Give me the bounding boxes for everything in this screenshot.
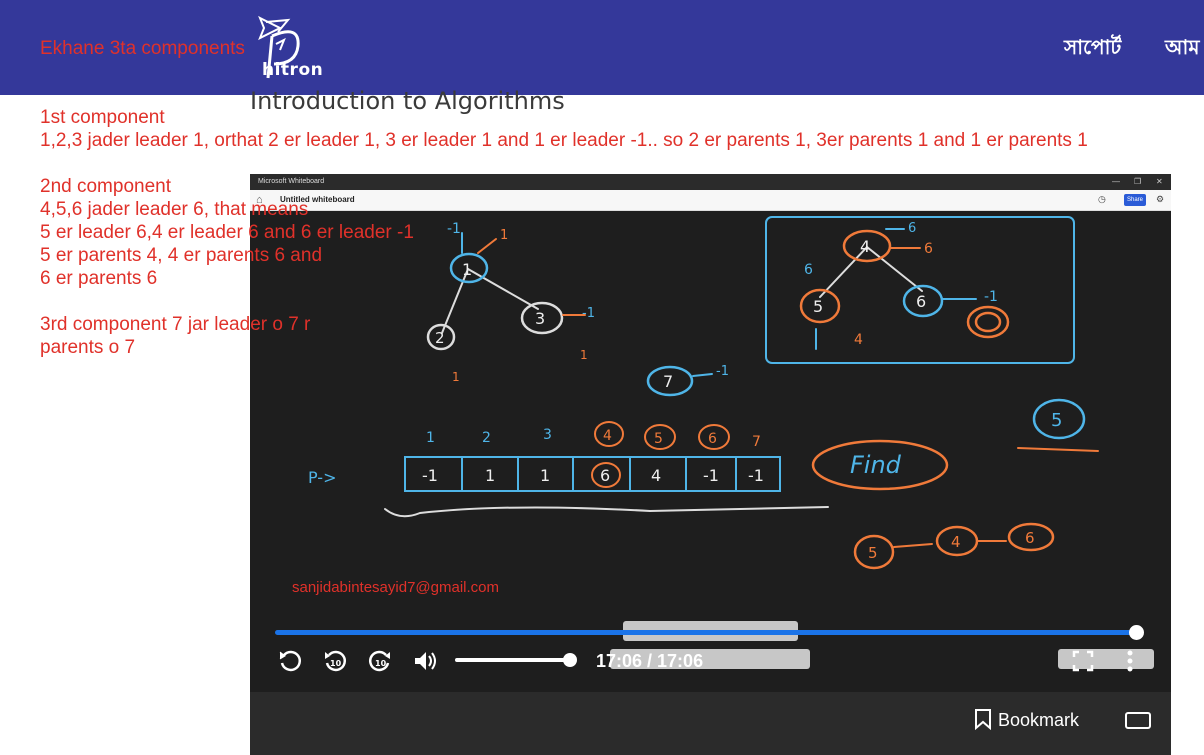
fullscreen-icon (1072, 650, 1094, 672)
note-gap (40, 290, 1190, 313)
progress-handle[interactable] (1129, 625, 1144, 640)
tree2-left-parent: 4 (854, 332, 863, 348)
whiteboard-tools-toolbar (610, 649, 810, 669)
whiteboard-toolbar: ⌂ Untitled whiteboard ◷ Share ⚙ (250, 190, 1171, 211)
note-gap (40, 152, 1190, 175)
tree2-top-label: 6 (908, 221, 916, 236)
array-value: -1 (748, 466, 764, 485)
array-value: 1 (540, 466, 550, 485)
note-title: Ekhane 3ta components (40, 38, 245, 59)
page-title: Introduction to Algorithms (250, 87, 565, 115)
home-icon: ⌂ (256, 194, 263, 206)
video-footer: Bookmark (250, 692, 1171, 755)
share-button: Share (1124, 194, 1146, 206)
tree2-right-parent: -1 (984, 289, 998, 305)
note-line: 5 er parents 4, 4 er parents 6 and (40, 245, 323, 266)
whiteboard-app-title: Microsoft Whiteboard (258, 178, 325, 185)
forward-10-icon: 10 (368, 650, 390, 672)
tree1-root-parent: -1 (447, 221, 461, 237)
array-value: 4 (651, 466, 661, 485)
more-vertical-icon (1127, 650, 1133, 672)
restore-icon: ❐ (1134, 177, 1142, 186)
replay-button[interactable] (276, 647, 306, 675)
tree1-root-label: 1 (462, 260, 472, 279)
tree2-root-parent: 6 (924, 241, 933, 257)
bookmark-icon (975, 709, 991, 731)
find-label: Find (850, 451, 902, 479)
array-value: -1 (422, 466, 438, 485)
logo-wordmark: hitron (262, 60, 324, 80)
nav-about[interactable]: আম (1165, 35, 1200, 59)
note-line: 2nd component (40, 176, 171, 197)
node5-label: 5 (1051, 410, 1062, 431)
tree1-left-parent: 1 (500, 228, 508, 243)
fullscreen-button[interactable] (1069, 647, 1099, 675)
svg-text:10: 10 (375, 659, 387, 668)
progress-bar[interactable] (275, 630, 1136, 635)
array-index: 6 (708, 431, 717, 447)
replay-icon (279, 650, 302, 672)
whiteboard-canvas: 1 2 3 -1 1 -1 1 1 4 5 6 6 (308, 216, 1099, 570)
volume-icon (415, 652, 436, 670)
tree2-right-label: 6 (916, 292, 926, 311)
timer-icon: ◷ (1098, 194, 1106, 204)
notes-overlay: 1st component 1,2,3 jader leader 1, orth… (40, 106, 1190, 359)
volume-button[interactable] (411, 647, 441, 675)
volume-handle[interactable] (563, 653, 577, 667)
forward-10-button[interactable]: 10 (366, 647, 396, 675)
watermark-email: sanjidabintesayid7@gmail.com (292, 579, 499, 596)
bookmark-button[interactable]: Bookmark (974, 708, 1079, 731)
tree2-left-side: 6 (804, 262, 813, 278)
array-index: 5 (654, 431, 663, 447)
array-value: -1 (703, 466, 719, 485)
tree1-right-parent: -1 (582, 306, 595, 321)
array-value: 6 (600, 466, 610, 485)
note-line: 5 er leader 6,4 er leader 6 and 6 er lea… (40, 222, 414, 243)
node7-label: 7 (663, 372, 673, 391)
site-header: hitron সাপোর্ট আম (0, 0, 1204, 95)
settings-icon: ⚙ (1156, 194, 1165, 204)
video-player[interactable]: Microsoft Whiteboard — ❐ ✕ ⌂ Untitled wh… (250, 174, 1171, 692)
close-icon: ✕ (1156, 177, 1163, 186)
path-node: 6 (1025, 529, 1035, 547)
whiteboard-doc-title: Untitled whiteboard (280, 195, 355, 204)
array-index: 3 (543, 427, 552, 443)
tree2-left-label: 5 (813, 297, 823, 316)
tree1-under-left: 1 (452, 370, 460, 384)
note-line: 6 er parents 6 (40, 268, 158, 289)
bookmark-label: Bookmark (998, 710, 1080, 730)
svg-text:10: 10 (330, 659, 342, 668)
note-line: 1st component (40, 107, 165, 128)
array-index: 1 (426, 430, 435, 446)
array-index: 2 (482, 430, 491, 446)
path-node: 5 (868, 544, 878, 562)
rewind-10-icon: 10 (325, 650, 347, 672)
array-value: 1 (485, 466, 495, 485)
note-line: 1,2,3 jader leader 1, orthat 2 er leader… (40, 130, 1088, 151)
minimize-icon: — (1112, 177, 1120, 186)
node7-parent: -1 (716, 364, 729, 379)
rewind-10-button[interactable]: 10 (321, 647, 351, 675)
array-index: 7 (752, 434, 761, 450)
more-options-button[interactable] (1116, 647, 1146, 675)
time-display: 17:06 / 17:06 (596, 651, 704, 671)
theater-mode-icon[interactable] (1125, 712, 1151, 729)
note-line: parents o 7 (40, 337, 136, 358)
tree1-under-right: 1 (580, 348, 588, 362)
phitron-logo-icon[interactable] (250, 14, 350, 84)
nav-support[interactable]: সাপোর্ট (1064, 35, 1122, 59)
tree2-root-label: 4 (860, 237, 870, 256)
note-line: 4,5,6 jader leader 6, that means (40, 199, 309, 220)
array-label: P-> (308, 468, 336, 487)
array-index: 4 (603, 428, 612, 444)
path-node: 4 (951, 533, 961, 551)
note-line: 3rd component 7 jar leader o 7 r (40, 314, 311, 335)
tree1-left-label: 2 (435, 329, 445, 347)
tree1-right-label: 3 (535, 309, 545, 328)
volume-slider[interactable] (455, 658, 570, 662)
whiteboard-titlebar: Microsoft Whiteboard — ❐ ✕ (250, 174, 1171, 190)
